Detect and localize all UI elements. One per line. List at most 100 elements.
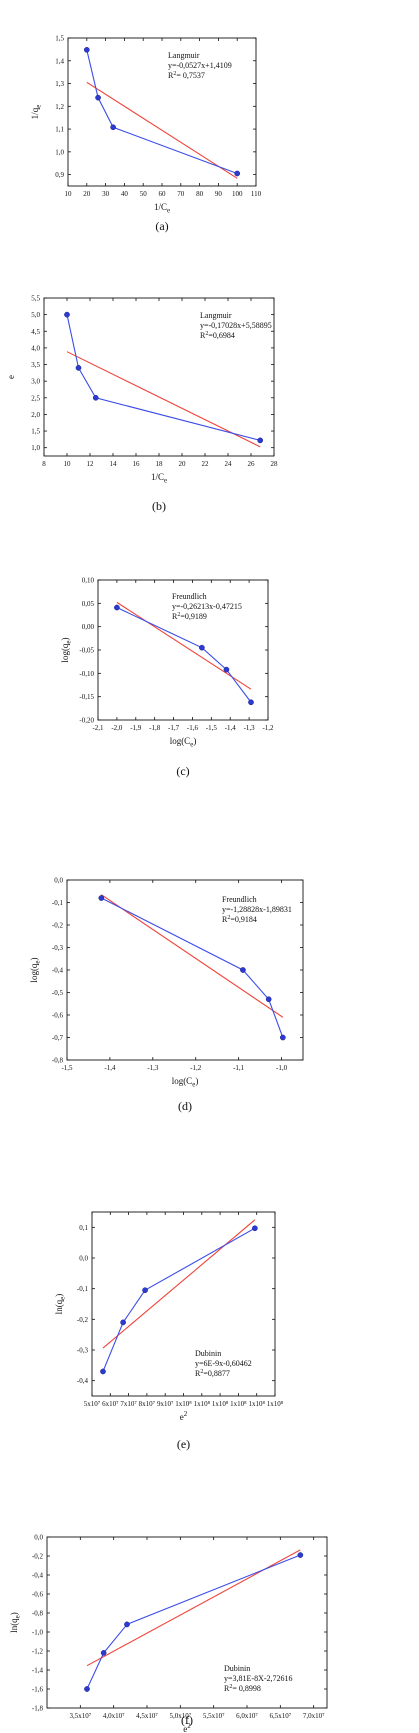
annotation-line: y=-0,26213x-0,47215 — [172, 602, 242, 611]
annotation-line: Langmuir — [168, 51, 200, 60]
y-tick-label: 0,0 — [79, 1255, 88, 1263]
y-tick-label: -0,8 — [32, 1610, 44, 1618]
y-tick-label: -0,1 — [77, 1285, 89, 1293]
y-tick-label: 0,00 — [82, 623, 95, 631]
annotation-line: y=3,81E-8X-2,72616 — [224, 1674, 293, 1683]
chart-panel-4: -1,5 -1,4 -1,3 -1,2 -1,1 -1,0 -0,8 -0,7 -0,6 -0,5… — [29, 877, 304, 1113]
x-tick-label: -1,4 — [104, 1064, 116, 1072]
x-tick-label: -2,1 — [92, 724, 104, 732]
y-tick-label: -0,2 — [32, 1553, 44, 1561]
linear-fit-line — [102, 1219, 256, 1349]
data-point — [100, 1368, 106, 1375]
y-tick-label: 1,4 — [55, 57, 64, 65]
y-axis-label: ln(qe) — [9, 1612, 22, 1633]
panel-caption: (a) — [155, 219, 168, 233]
chart-panel-2: 8 10 12 14 16 18 20 22 24 26 28 1,0 1,5 2,0 2,5 3,0 3,5 4… — [6, 295, 278, 514]
y-tick-label: -0,15 — [79, 693, 94, 701]
annotation-line: R2= 0,7537 — [168, 71, 205, 80]
y-tick-label: -0,7 — [52, 1034, 64, 1042]
y-tick-label: -0,3 — [52, 944, 64, 952]
x-tick-label: 100 — [232, 190, 243, 198]
x-tick-label: 8 — [42, 460, 46, 468]
y-tick-label: -1,2 — [32, 1648, 44, 1656]
panel-caption: (e) — [177, 1437, 190, 1451]
annotation-line: Freundlich — [172, 592, 207, 601]
data-point — [142, 1287, 148, 1294]
x-axis-label: log(Ce) — [170, 736, 197, 749]
annotation-line: R2=0,8877 — [195, 1369, 230, 1378]
data-point — [297, 1552, 304, 1558]
x-tick-label: 5,0x10⁷ — [169, 1712, 191, 1720]
x-tick-label: 14 — [110, 460, 118, 468]
y-tick-label: -1,0 — [32, 1629, 44, 1637]
annotation-line: Dubinin — [195, 1349, 221, 1358]
data-point — [75, 365, 82, 371]
data-point — [252, 1225, 258, 1232]
y-tick-label: 1,3 — [55, 80, 64, 88]
data-series-line — [101, 897, 284, 1038]
x-tick-label: 1x10⁸ — [175, 1400, 192, 1408]
y-tick-label: -0,20 — [79, 717, 94, 725]
x-tick-label: 16 — [133, 460, 141, 468]
data-point — [98, 895, 105, 901]
x-tick-label: 20 — [83, 190, 91, 198]
y-tick-label: -0,05 — [79, 647, 94, 655]
data-point — [114, 604, 120, 611]
y-tick-label: 4,0 — [31, 344, 40, 352]
chart-panel-1: 10 20 30 40 50 60 70 80 90 100 110 0,9 1,0 1,1 1,2 1,3 1… — [30, 35, 262, 234]
x-tick-label: -1,2 — [190, 1064, 202, 1072]
x-tick-label: 6,0x10⁷ — [236, 1712, 258, 1720]
data-point — [248, 699, 254, 706]
data-point — [223, 666, 230, 673]
data-point — [83, 46, 90, 53]
y-tick-label: 1,0 — [31, 444, 40, 452]
linear-fit-line — [86, 1549, 301, 1667]
data-point — [279, 1034, 286, 1041]
y-tick-label: -0,5 — [52, 989, 64, 997]
y-tick-label: 3,0 — [31, 378, 40, 386]
y-tick-label: -0,6 — [52, 1012, 64, 1020]
x-tick-label: 1x10⁸ — [248, 1400, 265, 1408]
x-tick-label: -1,3 — [244, 724, 256, 732]
x-tick-label: 1x10⁸ — [267, 1400, 284, 1408]
y-tick-label: 1,5 — [55, 35, 64, 43]
x-tick-label: 7,0x10⁷ — [303, 1712, 325, 1720]
y-tick-label: -0,1 — [52, 899, 64, 907]
annotation-line: y=-0,0527x+1,4109 — [168, 61, 232, 70]
chart-panel-6: 3,5x10⁷ 4,0x10⁷ 4,5x10⁷ 5,0x10⁷ 5,5x10⁷ 6,0x1… — [9, 1534, 328, 1733]
x-tick-label: 8x10⁷ — [139, 1400, 156, 1408]
y-axis-label: e — [6, 375, 16, 379]
data-series-line — [86, 49, 238, 174]
data-point — [95, 94, 101, 101]
y-axis-label: 1/qe — [30, 105, 43, 120]
y-tick-label: 0,9 — [55, 171, 64, 179]
data-point — [110, 124, 116, 131]
y-tick-label: 0,10 — [82, 577, 95, 585]
x-tick-label: -1,4 — [225, 724, 237, 732]
data-point — [120, 1319, 126, 1326]
y-tick-label: 1,0 — [55, 148, 64, 156]
annotation-line: R2= 0,8998 — [224, 1684, 261, 1693]
x-tick-label: -1,1 — [233, 1064, 245, 1072]
annotation-line: Freundlich — [222, 895, 257, 904]
y-tick-label: -0,4 — [52, 967, 64, 975]
y-tick-label: 5,5 — [31, 295, 40, 303]
x-tick-label: -1,2 — [262, 724, 274, 732]
y-tick-label: 0,05 — [82, 600, 95, 608]
x-tick-label: 4,0x10⁷ — [103, 1712, 125, 1720]
y-tick-label: 0,0 — [34, 1534, 43, 1542]
panel-caption: (b) — [152, 499, 166, 513]
x-tick-label: -1,3 — [147, 1064, 159, 1072]
x-axis-label: e2 — [183, 1722, 191, 1733]
y-tick-label: 1,5 — [31, 428, 40, 436]
x-tick-label: 24 — [225, 460, 233, 468]
x-tick-label: 6x10⁷ — [102, 1400, 119, 1408]
y-tick-label: -0,2 — [52, 922, 64, 930]
x-tick-label: 110 — [251, 190, 262, 198]
y-tick-label: 2,0 — [31, 411, 40, 419]
data-series-line — [116, 607, 252, 703]
x-tick-label: 10 — [64, 460, 72, 468]
panel-caption: (d) — [178, 1099, 192, 1113]
x-tick-label: 70 — [177, 190, 185, 198]
